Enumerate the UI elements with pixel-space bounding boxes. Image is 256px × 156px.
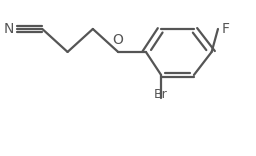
Text: N: N <box>4 22 15 36</box>
Text: F: F <box>222 22 230 36</box>
Text: O: O <box>113 33 124 47</box>
Text: Br: Br <box>154 88 168 101</box>
